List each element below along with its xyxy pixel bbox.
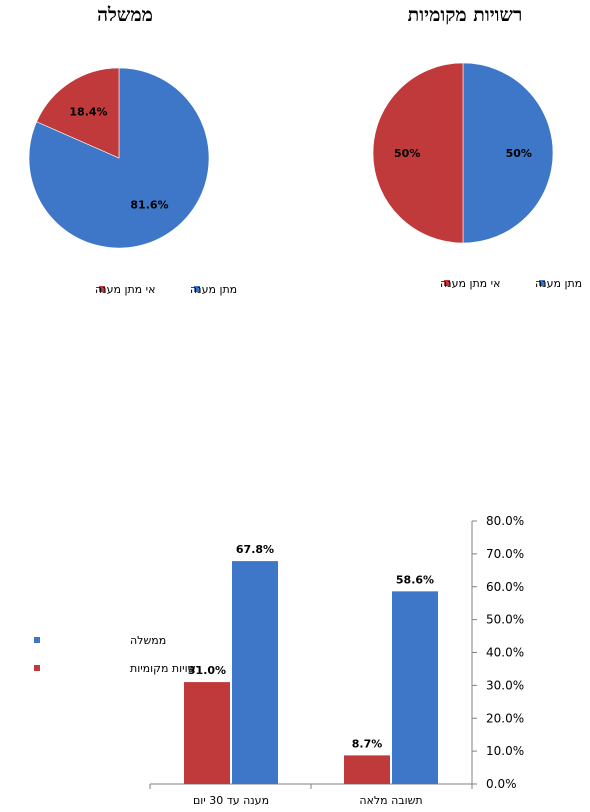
pie-slice xyxy=(36,67,120,159)
bar xyxy=(184,682,230,784)
pie-title-local-authorities: רשויות מקומיות xyxy=(407,4,523,26)
y-tick-label: 30.0% xyxy=(486,678,524,692)
bar xyxy=(392,591,438,784)
bar-value-label: 8.7% xyxy=(352,737,383,750)
legend-swatch xyxy=(34,665,40,671)
pie-slice xyxy=(462,62,554,244)
y-tick-label: 80.0% xyxy=(486,514,524,528)
pie-slice-label: 50% xyxy=(394,147,420,160)
legend-label: רשויות מקומיות xyxy=(130,662,202,675)
pie-title-government: ממשלה xyxy=(97,4,153,26)
legend-label: מתן מענה xyxy=(190,283,237,296)
legend-swatch xyxy=(539,280,545,286)
y-tick-label: 70.0% xyxy=(486,547,524,561)
y-tick-label: 20.0% xyxy=(486,711,524,725)
bar xyxy=(232,561,278,784)
legend-swatch xyxy=(34,637,40,643)
y-tick-label: 60.0% xyxy=(486,580,524,594)
bar-value-label: 67.8% xyxy=(236,543,274,556)
legend-label: אי מתן מענה xyxy=(440,277,500,290)
legend-label: אי מתן מענה xyxy=(95,283,155,296)
pie-slice-label: 18.4% xyxy=(69,105,107,118)
x-category-label: מענה עד 30 יום xyxy=(193,794,269,807)
legend-swatch xyxy=(444,280,450,286)
y-tick-label: 0.0% xyxy=(486,777,517,791)
bar xyxy=(344,755,390,784)
pie-slice xyxy=(372,62,464,244)
pie-slice-label: 81.6% xyxy=(130,199,168,212)
legend-label: מתן מענה xyxy=(535,277,582,290)
bar-value-label: 31.0% xyxy=(188,664,226,677)
legend-label: ממשלה xyxy=(130,634,166,647)
legend-swatch xyxy=(99,286,105,292)
y-tick-label: 10.0% xyxy=(486,744,524,758)
y-tick-label: 40.0% xyxy=(486,646,524,660)
y-tick-label: 50.0% xyxy=(486,613,524,627)
bar-value-label: 58.6% xyxy=(396,573,434,586)
pie-slice-label: 50% xyxy=(506,147,532,160)
legend-swatch xyxy=(194,286,200,292)
x-category-label: תשובה מלאה xyxy=(359,794,422,807)
